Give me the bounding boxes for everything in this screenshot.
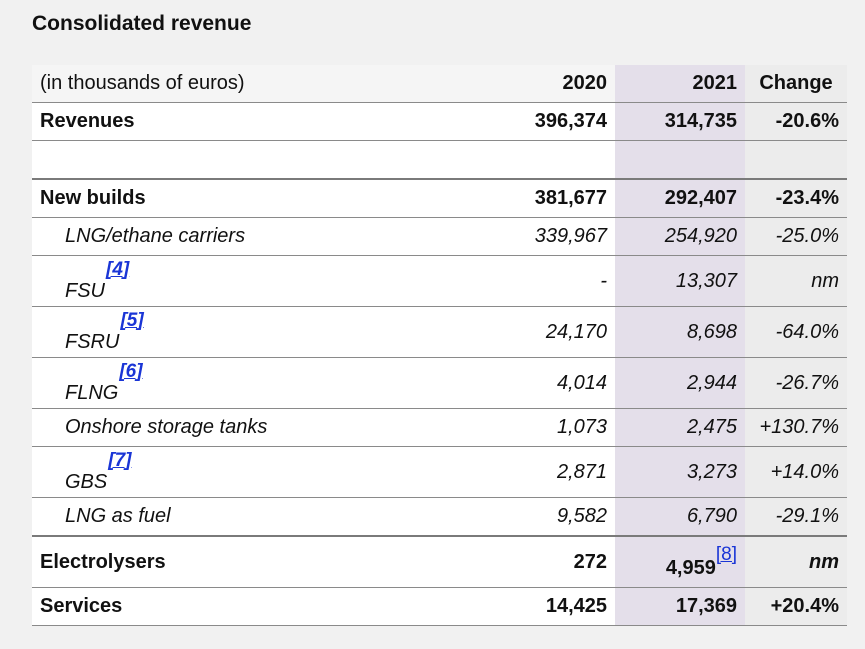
value-2021: 254,920 (615, 217, 745, 256)
row-label: Electrolysers (32, 536, 465, 588)
page-title: Consolidated revenue (32, 12, 252, 35)
header-2020: 2020 (465, 65, 615, 103)
value-change: +20.4% (745, 587, 847, 626)
spacer-cell (465, 140, 615, 180)
table-header-row: (in thousands of euros) 2020 2021 Change (32, 65, 847, 103)
value-2020: 1,073 (465, 408, 615, 447)
spacer-row (32, 140, 847, 180)
table-row: New builds 381,677 292,407 -23.4% (32, 179, 847, 218)
row-label: GBS (65, 470, 108, 493)
row-label: Onshore storage tanks (32, 408, 465, 447)
table-row: Revenues 396,374 314,735 -20.6% (32, 102, 847, 141)
table-row: Electrolysers 272 4,959[8] nm (32, 536, 847, 588)
header-label: (in thousands of euros) (32, 65, 465, 103)
table-row: GBS[7] 2,871 3,273 +14.0% (32, 446, 847, 498)
value-2021: 13,307 (615, 255, 745, 307)
footnote-link[interactable]: [8] (715, 543, 737, 565)
value-2020: 2,871 (465, 446, 615, 498)
value-2020: 9,582 (465, 497, 615, 537)
spacer-cell (32, 140, 465, 180)
value-2020: 272 (465, 536, 615, 588)
value-2021: 6,790 (615, 497, 745, 537)
value-change: +130.7% (745, 408, 847, 447)
value-2020: 14,425 (465, 587, 615, 626)
table-row: Services 14,425 17,369 +20.4% (32, 587, 847, 626)
value-2020: 4,014 (465, 357, 615, 409)
table-row: LNG/ethane carriers 339,967 254,920 -25.… (32, 217, 847, 256)
value-2021: 4,959 (665, 556, 716, 579)
row-label: FLNG (65, 381, 119, 404)
value-2021: 2,944 (615, 357, 745, 409)
row-label: Services (32, 587, 465, 626)
footnote-link[interactable]: [5] (120, 309, 144, 331)
header-change: Change (745, 65, 847, 103)
value-change: nm (745, 536, 847, 588)
row-label: LNG as fuel (32, 497, 465, 537)
row-label: FSRU (65, 330, 120, 353)
row-label-cell: FSU[4] (32, 255, 465, 307)
value-2021: 292,407 (615, 179, 745, 218)
table-row: FSRU[5] 24,170 8,698 -64.0% (32, 306, 847, 358)
table-row: Onshore storage tanks 1,073 2,475 +130.7… (32, 408, 847, 447)
row-label: New builds (32, 179, 465, 218)
row-label-cell: FLNG[6] (32, 357, 465, 409)
value-2021: 2,475 (615, 408, 745, 447)
value-change: -64.0% (745, 306, 847, 358)
value-change: -26.7% (745, 357, 847, 409)
row-label-cell: FSRU[5] (32, 306, 465, 358)
value-2021: 17,369 (615, 587, 745, 626)
value-change: +14.0% (745, 446, 847, 498)
header-2021: 2021 (615, 65, 745, 103)
footnote-link[interactable]: [7] (108, 449, 132, 471)
row-label: Revenues (32, 102, 465, 141)
row-label: LNG/ethane carriers (32, 217, 465, 256)
value-change: -20.6% (745, 102, 847, 141)
value-2021: 314,735 (615, 102, 745, 141)
value-2020: 381,677 (465, 179, 615, 218)
value-2020: 24,170 (465, 306, 615, 358)
revenue-table: (in thousands of euros) 2020 2021 Change… (32, 65, 847, 626)
table-row: LNG as fuel 9,582 6,790 -29.1% (32, 497, 847, 537)
value-change: -29.1% (745, 497, 847, 537)
value-change: -23.4% (745, 179, 847, 218)
value-change: nm (745, 255, 847, 307)
row-label: FSU (65, 279, 105, 302)
value-2021: 8,698 (615, 306, 745, 358)
spacer-cell (615, 140, 745, 180)
value-2020: - (465, 255, 615, 307)
spacer-cell (745, 140, 847, 180)
value-2021-cell: 4,959[8] (615, 536, 745, 588)
table-row: FSU[4] - 13,307 nm (32, 255, 847, 307)
footnote-link[interactable]: [6] (119, 360, 143, 382)
value-2020: 339,967 (465, 217, 615, 256)
value-2020: 396,374 (465, 102, 615, 141)
table-row: FLNG[6] 4,014 2,944 -26.7% (32, 357, 847, 409)
value-2021: 3,273 (615, 446, 745, 498)
footnote-link[interactable]: [4] (106, 258, 130, 280)
value-change: -25.0% (745, 217, 847, 256)
row-label-cell: GBS[7] (32, 446, 465, 498)
